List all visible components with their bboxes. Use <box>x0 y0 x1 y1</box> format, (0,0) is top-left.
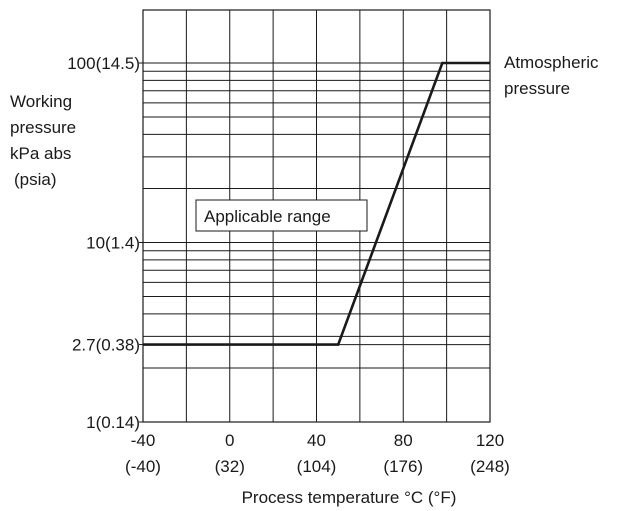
x-tick-label-fahrenheit: (104) <box>297 457 337 476</box>
y-tick-label: 100(14.5) <box>67 54 140 73</box>
plot-frame <box>142 9 491 423</box>
applicable-range-box <box>195 199 368 232</box>
atmospheric-label-line-2: pressure <box>504 79 570 98</box>
y-axis-title-line-4: (psia) <box>14 170 57 189</box>
x-tick-label-fahrenheit: (248) <box>470 457 510 476</box>
atmospheric-label-line-1: Atmospheric <box>504 53 599 72</box>
x-tick-label-fahrenheit: (-40) <box>125 457 161 476</box>
x-tick-label-fahrenheit: (176) <box>383 457 423 476</box>
x-tick-label-celsius: 40 <box>307 431 326 450</box>
series-line <box>143 61 490 346</box>
atmospheric-pressure-annotation: Atmospheric pressure <box>504 53 599 98</box>
applicable-range-label: Applicable range <box>204 207 331 226</box>
applicable-range-annotation: Applicable range <box>195 199 368 232</box>
y-axis-title-line-3: kPa abs <box>10 144 71 163</box>
series-layer <box>143 61 490 346</box>
grid <box>143 10 490 422</box>
x-tick-label-fahrenheit: (32) <box>215 457 245 476</box>
x-tick-label-celsius: 80 <box>394 431 413 450</box>
y-axis-title-line-2: pressure <box>10 118 76 137</box>
y-axis-title: Working pressure kPa abs (psia) <box>10 92 76 189</box>
y-tick-label: 2.7(0.38) <box>72 336 140 355</box>
y-tick-labels: 1(0.14) 2.7(0.38) 10(1.4) 100(14.5) <box>67 54 143 432</box>
plot-border <box>142 9 491 423</box>
y-tick-label: 1(0.14) <box>86 413 140 432</box>
x-tick-label-celsius: 0 <box>225 431 234 450</box>
y-tick-label: 10(1.4) <box>86 234 140 253</box>
y-axis-title-line-1: Working <box>10 92 72 111</box>
x-tick-label-celsius: 120 <box>476 431 504 450</box>
x-tick-label-celsius: -40 <box>131 431 156 450</box>
x-tick-labels: -40 (-40) 0 (32) 40 (104) 80 (176) 120 (248) <box>125 431 510 476</box>
x-axis-title: Process temperature °C (°F) <box>242 488 457 507</box>
